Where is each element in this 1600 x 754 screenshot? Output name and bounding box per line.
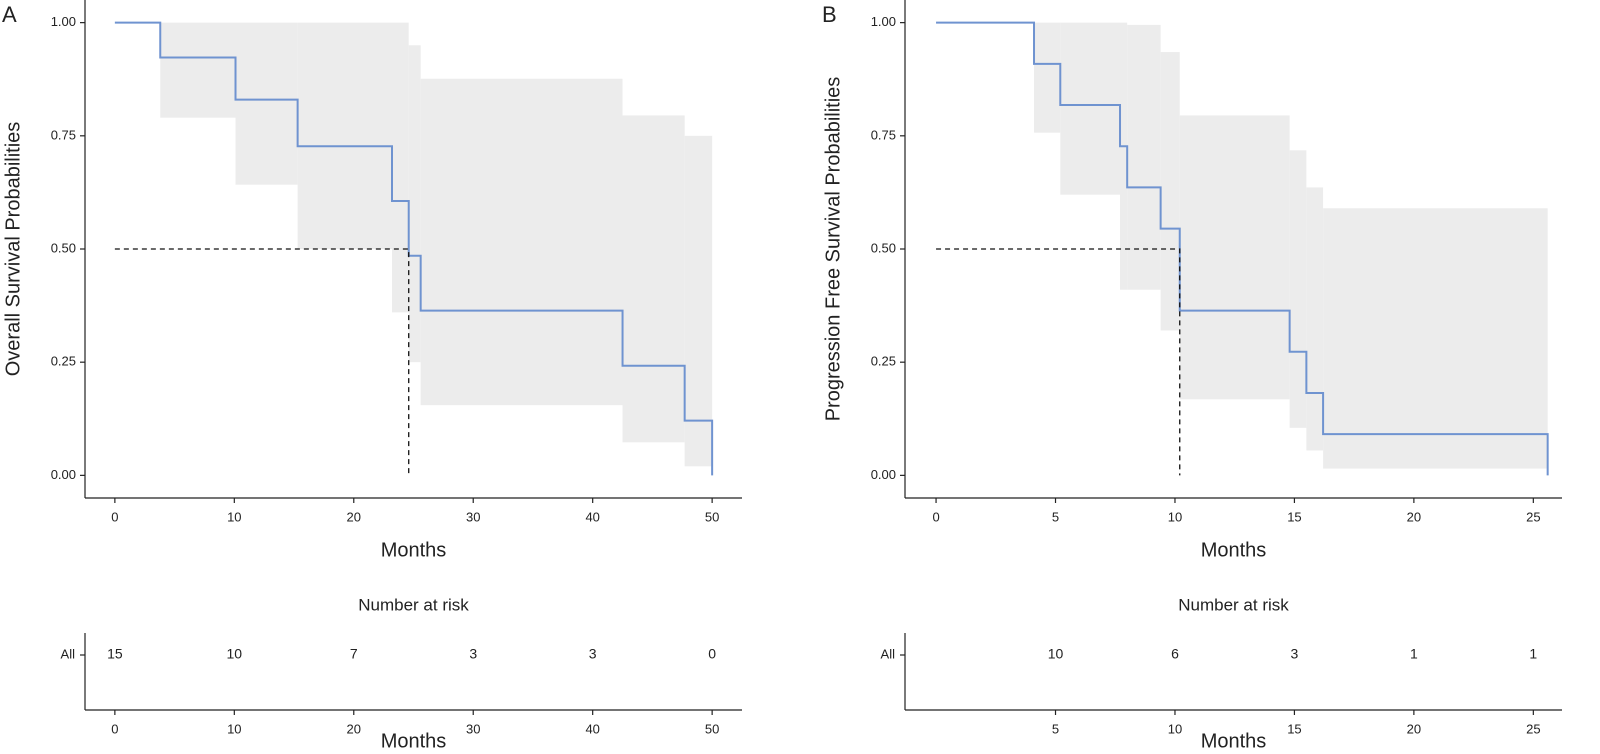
confidence-band (408, 45, 421, 363)
confidence-band (1120, 22, 1128, 290)
x-tick-label: 5 (1052, 509, 1059, 524)
y-tick-label: 0.25 (871, 354, 896, 369)
confidence-band (1127, 24, 1161, 290)
confidence-band (1034, 22, 1061, 133)
survival-curve (936, 21, 1549, 476)
risk-count: 1 (1529, 646, 1537, 662)
x-tick-label: 40 (585, 509, 599, 524)
risk-count: 1 (1410, 646, 1418, 662)
x-tick-label: 20 (1407, 509, 1421, 524)
confidence-band (391, 22, 409, 313)
confidence-band (160, 22, 236, 118)
risk-x-axis-label: Months (1201, 730, 1267, 752)
confidence-band (1060, 22, 1121, 195)
risk-x-tick-label: 30 (466, 721, 480, 736)
risk-strata-label: All (61, 646, 76, 661)
risk-table-title: Number at risk (358, 595, 469, 614)
risk-x-tick-label: 0 (111, 721, 118, 736)
y-tick-label: 0.25 (51, 354, 76, 369)
risk-count: 3 (1291, 646, 1299, 662)
x-tick-label: 15 (1287, 509, 1301, 524)
x-tick-label: 30 (466, 509, 480, 524)
confidence-band (1306, 187, 1324, 451)
y-tick-label: 0.75 (51, 127, 76, 142)
risk-x-tick-label: 15 (1287, 721, 1301, 736)
confidence-band (297, 22, 392, 249)
risk-x-axis-label: Months (381, 730, 447, 752)
x-tick-label: 20 (347, 509, 361, 524)
risk-count: 7 (350, 646, 358, 662)
y-tick-label: 1.00 (871, 14, 896, 29)
x-tick-label: 10 (1168, 509, 1182, 524)
median-line (936, 248, 1181, 476)
risk-x-tick-label: 25 (1526, 721, 1540, 736)
y-tick-label: 0.50 (871, 240, 896, 255)
risk-table-title: Number at risk (1178, 595, 1289, 614)
y-tick-label: 0.75 (871, 127, 896, 142)
confidence-band (1323, 208, 1548, 469)
survival-curve (114, 21, 714, 476)
y-tick-label: 0.00 (871, 467, 896, 482)
risk-x-tick-label: 5 (1052, 721, 1059, 736)
risk-count: 3 (469, 646, 477, 662)
risk-count: 6 (1171, 646, 1179, 662)
risk-count: 15 (107, 646, 123, 662)
risk-x-tick-label: 10 (227, 721, 241, 736)
x-tick-label: 25 (1526, 509, 1540, 524)
y-tick-label: 0.00 (51, 467, 76, 482)
y-tick-label: 0.50 (51, 240, 76, 255)
risk-x-tick-label: 10 (1168, 721, 1182, 736)
y-axis-label: Overall Survival Probabilities (2, 122, 24, 377)
risk-count: 3 (589, 646, 597, 662)
panel-label: B (822, 2, 837, 27)
risk-x-tick-label: 50 (705, 721, 719, 736)
median-line (114, 248, 410, 476)
confidence-band (420, 78, 623, 406)
risk-x-tick-label: 20 (347, 721, 361, 736)
confidence-band (235, 22, 298, 185)
panel-label: A (2, 2, 17, 27)
x-tick-label: 50 (705, 509, 719, 524)
risk-strata-label: All (881, 646, 896, 661)
y-axis-label: Progression Free Survival Probabilities (822, 77, 844, 422)
confidence-band (1179, 115, 1290, 400)
confidence-band (684, 135, 713, 467)
risk-count: 10 (227, 646, 243, 662)
y-tick-label: 1.00 (51, 14, 76, 29)
x-tick-label: 0 (111, 509, 118, 524)
risk-count: 0 (708, 646, 716, 662)
x-axis-label: Months (1201, 539, 1267, 561)
risk-x-tick-label: 20 (1407, 721, 1421, 736)
x-tick-label: 0 (932, 509, 939, 524)
confidence-band (622, 115, 685, 443)
x-tick-label: 10 (227, 509, 241, 524)
confidence-band (1289, 150, 1307, 428)
confidence-band (1160, 52, 1180, 331)
x-axis-label: Months (381, 539, 447, 561)
risk-count: 10 (1048, 646, 1064, 662)
risk-x-tick-label: 40 (585, 721, 599, 736)
